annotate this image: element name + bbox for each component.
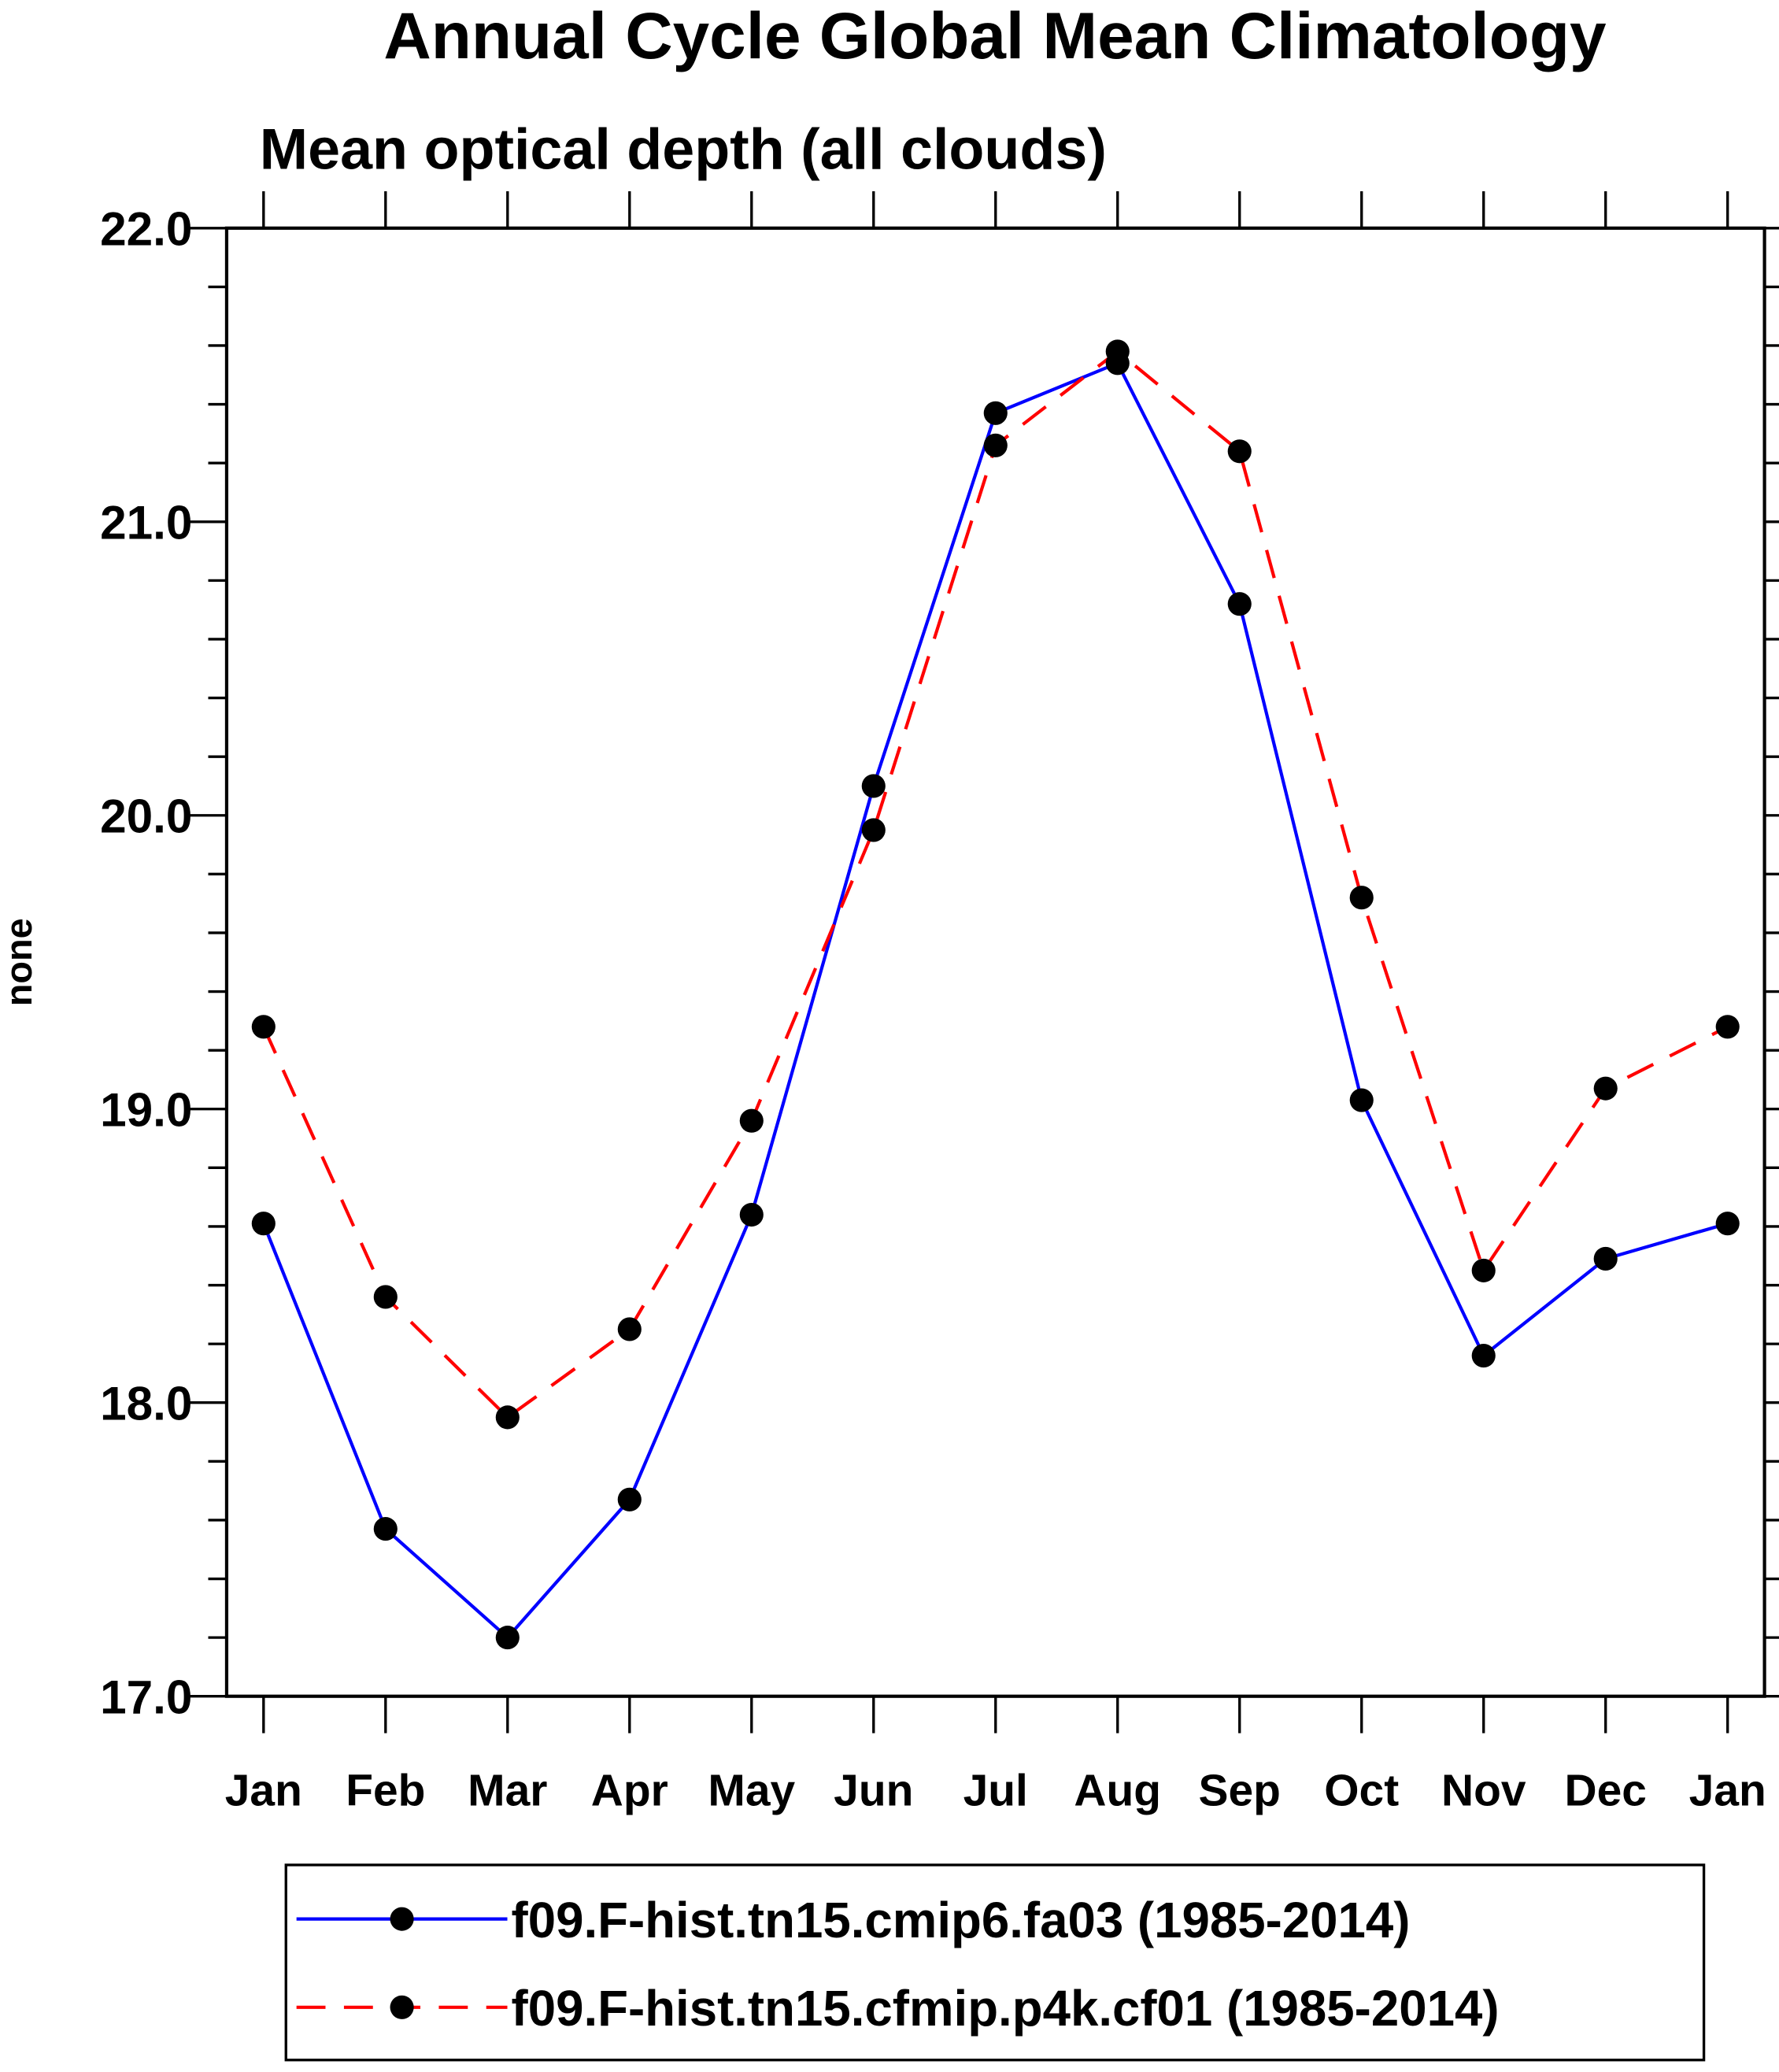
data-point-1 bbox=[373, 1285, 398, 1309]
data-point-0 bbox=[983, 401, 1008, 425]
legend-label-0: f09.F-hist.tn15.cmip6.fa03 (1985-2014) bbox=[512, 1893, 1411, 1948]
data-point-1 bbox=[1349, 886, 1374, 910]
y-tick-label: 21.0 bbox=[100, 496, 192, 549]
y-tick-label: 17.0 bbox=[100, 1670, 192, 1723]
legend-box bbox=[284, 1863, 1706, 2062]
x-tick-label: May bbox=[708, 1766, 795, 1816]
data-point-1 bbox=[861, 818, 886, 842]
x-tick-label: Feb bbox=[346, 1766, 425, 1816]
data-point-0 bbox=[1227, 592, 1252, 616]
x-tick-label: Nov bbox=[1441, 1766, 1526, 1816]
data-point-0 bbox=[739, 1202, 764, 1227]
data-point-0 bbox=[1715, 1212, 1740, 1236]
y-tick-label: 19.0 bbox=[100, 1083, 192, 1137]
data-point-1 bbox=[739, 1108, 764, 1133]
y-tick-label: 20.0 bbox=[100, 790, 192, 843]
x-tick-label: Jan bbox=[1689, 1766, 1766, 1816]
x-tick-label: Jun bbox=[834, 1766, 913, 1816]
x-tick-label: Mar bbox=[468, 1766, 547, 1816]
x-tick-label: Oct bbox=[1324, 1766, 1399, 1816]
data-point-1 bbox=[495, 1405, 520, 1430]
x-tick-label: Dec bbox=[1565, 1766, 1647, 1816]
series-line-0 bbox=[261, 361, 1729, 1641]
data-point-1 bbox=[251, 1015, 276, 1039]
x-tick-label: Jan bbox=[225, 1766, 302, 1816]
data-point-1 bbox=[1227, 439, 1252, 464]
data-point-1 bbox=[1105, 339, 1130, 364]
data-point-0 bbox=[251, 1212, 276, 1236]
x-tick-label: Aug bbox=[1074, 1766, 1161, 1816]
y-axis-label: none bbox=[0, 918, 39, 1006]
data-point-0 bbox=[1593, 1246, 1618, 1271]
data-point-1 bbox=[1471, 1258, 1496, 1282]
data-point-1 bbox=[983, 433, 1008, 457]
data-point-0 bbox=[373, 1517, 398, 1541]
series-line-1 bbox=[261, 349, 1729, 1420]
data-point-0 bbox=[1471, 1343, 1496, 1368]
y-tick-label: 18.0 bbox=[100, 1376, 192, 1430]
legend-marker-1 bbox=[390, 1995, 414, 2019]
data-point-1 bbox=[1593, 1076, 1618, 1101]
legend: f09.F-hist.tn15.cmip6.fa03 (1985-2014) f… bbox=[284, 1863, 1706, 2062]
axis-ticks: 17.0 18.0 19.0 20.0 21.0 22.0 Jan Feb Mar Apr May J… bbox=[100, 191, 1779, 1816]
data-point-1 bbox=[1715, 1015, 1740, 1039]
chart-subtitle: Mean optical depth (all clouds) bbox=[260, 116, 1107, 181]
legend-marker-0 bbox=[390, 1907, 414, 1931]
data-point-0 bbox=[861, 774, 886, 798]
y-tick-label: 22.0 bbox=[100, 202, 192, 256]
x-tick-label: Jul bbox=[963, 1766, 1028, 1816]
series-layer bbox=[251, 339, 1740, 1650]
data-point-1 bbox=[617, 1317, 642, 1341]
legend-label-1: f09.F-hist.tn15.cfmip.p4k.cf01 (1985-201… bbox=[512, 1981, 1500, 2037]
data-point-0 bbox=[1349, 1088, 1374, 1112]
data-point-0 bbox=[617, 1487, 642, 1511]
x-tick-label: Sep bbox=[1199, 1766, 1281, 1816]
data-point-0 bbox=[495, 1626, 520, 1650]
x-tick-label: Apr bbox=[591, 1766, 668, 1816]
chart-title: Annual Cycle Global Mean Climatology bbox=[383, 0, 1607, 72]
